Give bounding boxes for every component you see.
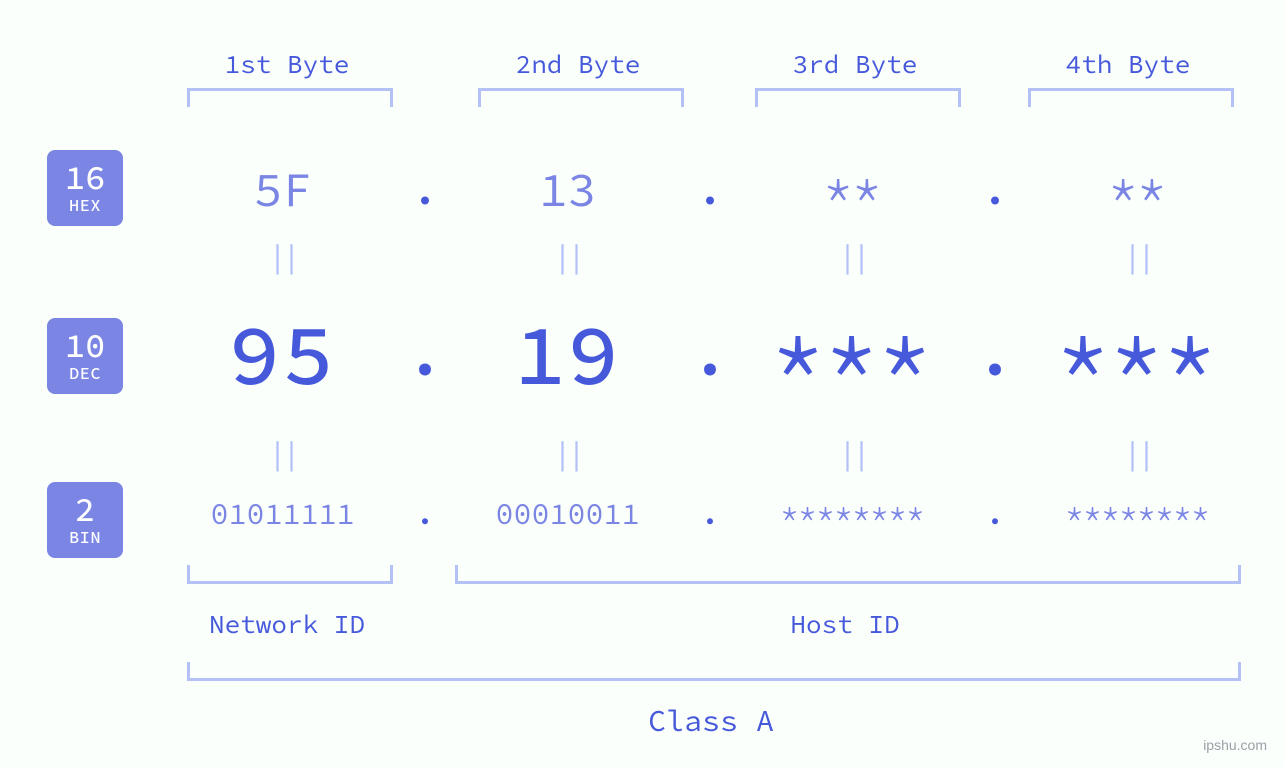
equals-2-1: ||	[160, 435, 405, 473]
equals-row-1: || || || ||	[160, 238, 1260, 276]
host-id-bracket	[455, 565, 1241, 584]
byte-bracket-1	[187, 88, 393, 107]
equals-2-2: ||	[445, 435, 690, 473]
class-label: Class A	[187, 702, 1235, 740]
credit-text: ipshu.com	[1203, 737, 1267, 753]
hex-byte-1: 5F	[160, 160, 405, 220]
bin-byte-3: ********	[730, 495, 975, 533]
base-badge-dec: 10 DEC	[47, 318, 123, 394]
bin-row: 01011111 . 00010011 . ******** . *******…	[160, 495, 1260, 533]
byte-header-4: 4th Byte	[1028, 48, 1228, 81]
dec-row: 95 . 19 . *** . ***	[160, 300, 1260, 408]
byte-header-3: 3rd Byte	[755, 48, 955, 81]
dec-byte-1: 95	[160, 300, 405, 408]
bin-byte-4: ********	[1015, 495, 1260, 533]
class-bracket	[187, 662, 1241, 681]
hex-dot-1: .	[405, 165, 445, 215]
bin-dot-1: .	[405, 495, 445, 533]
bin-dot-3: .	[975, 495, 1015, 533]
byte-header-2: 2nd Byte	[478, 48, 678, 81]
base-badge-bin-label: BIN	[69, 529, 101, 547]
hex-row: 5F . 13 . ** . **	[160, 160, 1260, 220]
equals-1-1: ||	[160, 238, 405, 276]
equals-row-2: || || || ||	[160, 435, 1260, 473]
ip-numeral-diagram: 1st Byte 2nd Byte 3rd Byte 4th Byte 16 H…	[0, 0, 1285, 767]
dec-dot-2: .	[690, 317, 730, 392]
bin-byte-1: 01011111	[160, 495, 405, 533]
hex-byte-3: **	[730, 160, 975, 220]
base-badge-hex-number: 16	[65, 161, 106, 197]
base-badge-bin: 2 BIN	[47, 482, 123, 558]
network-id-label: Network ID	[187, 608, 387, 641]
hex-dot-2: .	[690, 165, 730, 215]
dec-dot-1: .	[405, 317, 445, 392]
byte-bracket-4	[1028, 88, 1234, 107]
equals-1-3: ||	[730, 238, 975, 276]
equals-1-2: ||	[445, 238, 690, 276]
byte-header-1: 1st Byte	[187, 48, 387, 81]
equals-1-4: ||	[1015, 238, 1260, 276]
byte-bracket-2	[478, 88, 684, 107]
dec-dot-3: .	[975, 317, 1015, 392]
equals-2-4: ||	[1015, 435, 1260, 473]
hex-byte-4: **	[1015, 160, 1260, 220]
byte-bracket-3	[755, 88, 961, 107]
base-badge-dec-label: DEC	[69, 365, 101, 383]
base-badge-hex: 16 HEX	[47, 150, 123, 226]
bin-byte-2: 00010011	[445, 495, 690, 533]
hex-byte-2: 13	[445, 160, 690, 220]
host-id-label: Host ID	[455, 608, 1235, 641]
equals-2-3: ||	[730, 435, 975, 473]
dec-byte-4: ***	[1015, 300, 1260, 408]
bin-dot-2: .	[690, 495, 730, 533]
base-badge-bin-number: 2	[75, 493, 95, 529]
dec-byte-3: ***	[730, 300, 975, 408]
network-id-bracket	[187, 565, 393, 584]
base-badge-hex-label: HEX	[69, 197, 101, 215]
dec-byte-2: 19	[445, 300, 690, 408]
hex-dot-3: .	[975, 165, 1015, 215]
base-badge-dec-number: 10	[65, 329, 106, 365]
